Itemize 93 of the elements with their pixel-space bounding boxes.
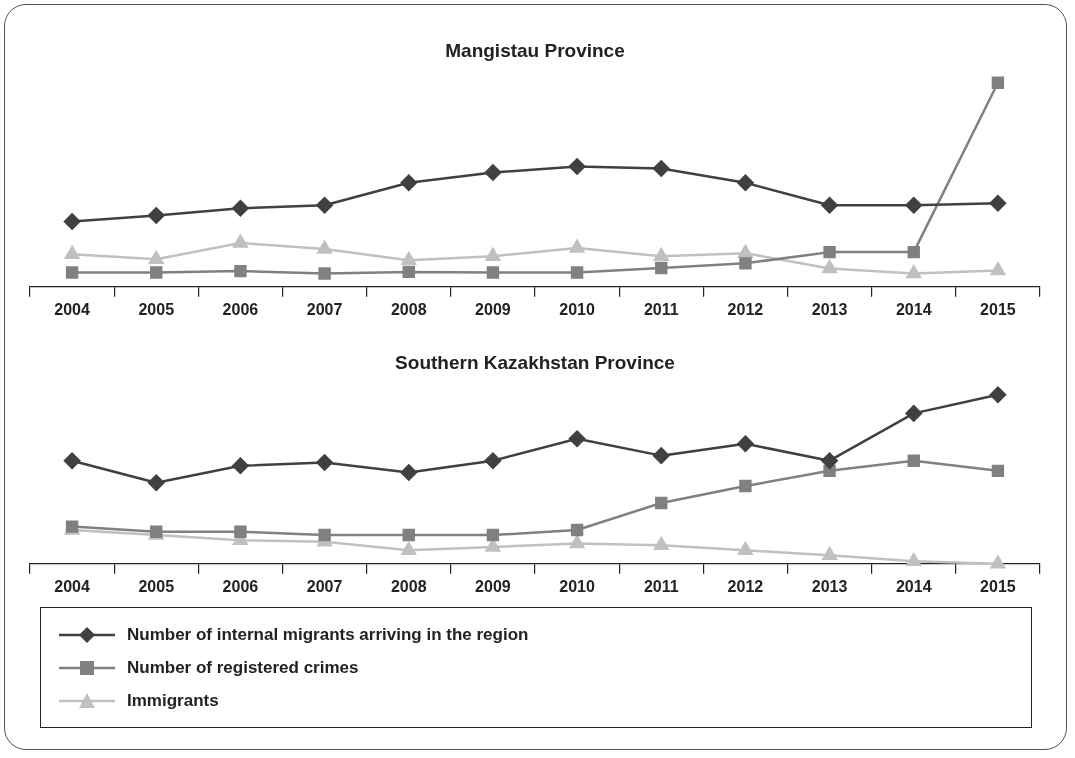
- point: [484, 452, 502, 469]
- point: [822, 547, 837, 561]
- x-tick-label: 2013: [811, 300, 848, 318]
- point: [150, 266, 163, 279]
- x-tick-label: 2005: [138, 577, 175, 595]
- point: [316, 454, 333, 471]
- point: [148, 251, 164, 265]
- point: [316, 196, 333, 214]
- point: [232, 200, 249, 217]
- point: [148, 474, 165, 491]
- point: [739, 479, 752, 493]
- point: [990, 555, 1006, 569]
- point: [400, 464, 417, 481]
- point: [318, 267, 331, 280]
- point: [401, 252, 417, 266]
- point: [907, 454, 920, 467]
- point: [318, 528, 331, 542]
- x-tick-label: 2014: [895, 577, 932, 595]
- x-tick-label: 2006: [222, 577, 259, 595]
- point: [823, 245, 836, 259]
- point: [486, 528, 500, 542]
- x-tick-label: 2008: [390, 300, 427, 318]
- point: [655, 496, 668, 510]
- point: [233, 234, 248, 248]
- point: [148, 207, 165, 224]
- point: [906, 265, 922, 279]
- point: [484, 164, 502, 181]
- point: [738, 244, 753, 258]
- point: [905, 405, 922, 422]
- point: [655, 261, 668, 275]
- point: [739, 257, 752, 270]
- x-tick-label: 2004: [54, 577, 90, 595]
- point: [989, 386, 1007, 404]
- x-tick-label: 2011: [643, 300, 679, 318]
- point: [317, 240, 332, 254]
- x-tick-label: 2007: [306, 300, 343, 318]
- point: [570, 523, 584, 537]
- legend-label: Number of internal migrants arriving in the region: [127, 624, 529, 645]
- x-tick-label: 2015: [980, 577, 1016, 595]
- point: [821, 452, 838, 469]
- point: [401, 542, 417, 556]
- x-tick-label: 2010: [559, 300, 595, 318]
- x-tick-label: 2004: [54, 300, 90, 318]
- legend-label: Number of registered crimes: [127, 657, 359, 678]
- point: [905, 196, 922, 214]
- point: [234, 264, 247, 278]
- chart-title: Mangistau Province: [445, 39, 625, 61]
- point: [990, 262, 1006, 276]
- point: [653, 160, 670, 177]
- point: [400, 174, 417, 192]
- point: [991, 464, 1005, 478]
- point: [232, 457, 249, 475]
- x-tick-label: 2014: [895, 300, 932, 318]
- point: [570, 266, 584, 279]
- x-tick-label: 2008: [390, 577, 427, 595]
- point: [402, 528, 415, 542]
- point: [821, 196, 838, 214]
- point: [568, 158, 586, 175]
- x-tick-label: 2012: [727, 577, 764, 595]
- x-tick-label: 2012: [727, 300, 764, 318]
- point: [737, 174, 754, 192]
- point: [64, 245, 80, 259]
- point: [569, 239, 585, 253]
- point: [485, 247, 501, 261]
- point: [653, 247, 669, 261]
- point: [402, 265, 415, 279]
- point: [486, 266, 500, 279]
- point: [822, 260, 837, 274]
- point: [991, 76, 1005, 89]
- point: [738, 542, 753, 556]
- legend-label: Immigrants: [127, 690, 219, 711]
- x-tick-label: 2005: [138, 300, 175, 318]
- point: [63, 452, 81, 469]
- point: [569, 535, 585, 549]
- point: [568, 430, 586, 447]
- point: [65, 266, 79, 279]
- x-tick-label: 2015: [980, 300, 1016, 318]
- point: [653, 536, 669, 550]
- point: [653, 447, 670, 464]
- x-tick-label: 2009: [475, 577, 511, 595]
- x-tick-label: 2009: [475, 300, 511, 318]
- point: [63, 213, 81, 230]
- x-tick-label: 2007: [306, 577, 343, 595]
- x-tick-label: 2010: [559, 577, 595, 595]
- x-tick-label: 2011: [643, 577, 679, 595]
- chart-title: Southern Kazakhstan Province: [395, 351, 675, 373]
- point: [907, 245, 920, 259]
- point: [989, 194, 1007, 212]
- point: [906, 553, 922, 567]
- x-tick-label: 2006: [222, 300, 259, 318]
- point: [737, 435, 754, 453]
- point: [234, 525, 247, 538]
- x-tick-label: 2013: [811, 577, 848, 595]
